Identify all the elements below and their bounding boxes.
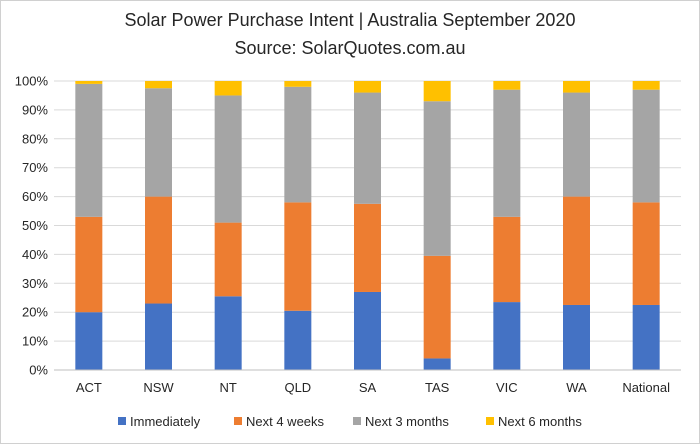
- bar-sa-immediately: [354, 291, 381, 370]
- y-tick-label: 50%: [22, 218, 48, 233]
- bar-vic-next-6-months: [493, 81, 521, 90]
- bar-nsw-immediately: [145, 303, 172, 370]
- bar-vic-immediately: [493, 302, 521, 370]
- bar-tas-immediately: [423, 358, 451, 370]
- bar-national-next-4-weeks: [632, 202, 660, 305]
- bar-act-next-4-weeks: [75, 216, 103, 313]
- bar-national-immediately: [632, 304, 660, 370]
- bar-national-next-6-months: [632, 81, 660, 90]
- y-tick-label: 40%: [22, 247, 48, 262]
- bar-act-next-6-months: [75, 81, 103, 84]
- bar-nt-immediately: [214, 296, 242, 370]
- bar-wa-next-6-months: [563, 81, 590, 93]
- bars: [75, 81, 660, 370]
- bar-nsw-next-3-months: [145, 88, 172, 197]
- y-axis: 0% 10% 20% 30% 40% 50% 60% 70% 80% 90% 100%: [15, 74, 49, 378]
- y-tick-label: 70%: [22, 160, 48, 175]
- bar-qld-next-6-months: [284, 81, 312, 87]
- bar-act-next-3-months: [75, 83, 103, 217]
- bar-act-immediately: [75, 312, 103, 370]
- bar-sa-next-4-weeks: [354, 203, 381, 292]
- bar-tas-next-6-months: [423, 81, 451, 102]
- legend-swatch: [118, 417, 126, 425]
- bar-sa-next-3-months: [354, 92, 381, 204]
- bar-wa-next-3-months: [563, 92, 590, 197]
- x-tick-label: WA: [566, 380, 587, 395]
- x-axis: ACT NSW NT QLD SA TAS VIC WA National: [54, 369, 681, 395]
- x-tick-label: TAS: [425, 380, 450, 395]
- x-tick-label: National: [622, 380, 670, 395]
- legend-entry: Immediately: [130, 414, 201, 429]
- bar-vic-next-3-months: [493, 89, 521, 217]
- y-tick-label: 0%: [29, 363, 48, 378]
- y-tick-label: 100%: [15, 74, 49, 89]
- y-tick-label: 30%: [22, 276, 48, 291]
- x-tick-label: ACT: [76, 380, 102, 395]
- bar-qld-next-3-months: [284, 86, 312, 203]
- x-tick-label: QLD: [284, 380, 311, 395]
- y-tick-label: 20%: [22, 305, 48, 320]
- bar-nt-next-6-months: [214, 81, 242, 96]
- bar-nt-next-4-weeks: [214, 222, 242, 297]
- chart-subtitle: Source: SolarQuotes.com.au: [234, 38, 465, 58]
- x-tick-label: SA: [359, 380, 377, 395]
- bar-qld-next-4-weeks: [284, 202, 312, 311]
- legend-entry: Next 4 weeks: [246, 414, 325, 429]
- legend-swatch: [234, 417, 242, 425]
- bar-sa-next-6-months: [354, 81, 381, 93]
- bar-vic-next-4-weeks: [493, 216, 521, 303]
- bar-tas-next-3-months: [423, 101, 451, 256]
- y-tick-label: 60%: [22, 189, 48, 204]
- bar-national-next-3-months: [632, 89, 660, 203]
- bar-qld-immediately: [284, 310, 312, 370]
- x-tick-label: NSW: [143, 380, 174, 395]
- bar-nsw-next-4-weeks: [145, 196, 172, 304]
- x-tick-label: NT: [219, 380, 236, 395]
- bar-nsw-next-6-months: [145, 81, 172, 89]
- bar-wa-next-4-weeks: [563, 196, 590, 305]
- bar-tas-next-4-weeks: [423, 255, 451, 359]
- y-tick-label: 90%: [22, 102, 48, 117]
- legend-entry: Next 6 months: [498, 414, 582, 429]
- legend-swatch: [486, 417, 494, 425]
- bar-nt-next-3-months: [214, 95, 242, 223]
- y-tick-label: 10%: [22, 334, 48, 349]
- legend-swatch: [353, 417, 361, 425]
- legend-entry: Next 3 months: [365, 414, 449, 429]
- bar-wa-immediately: [563, 304, 590, 370]
- chart-title: Solar Power Purchase Intent | Australia …: [125, 10, 576, 30]
- x-tick-label: VIC: [496, 380, 518, 395]
- y-tick-label: 80%: [22, 131, 48, 146]
- legend: Immediately Next 4 weeks Next 3 months Next…: [118, 414, 582, 429]
